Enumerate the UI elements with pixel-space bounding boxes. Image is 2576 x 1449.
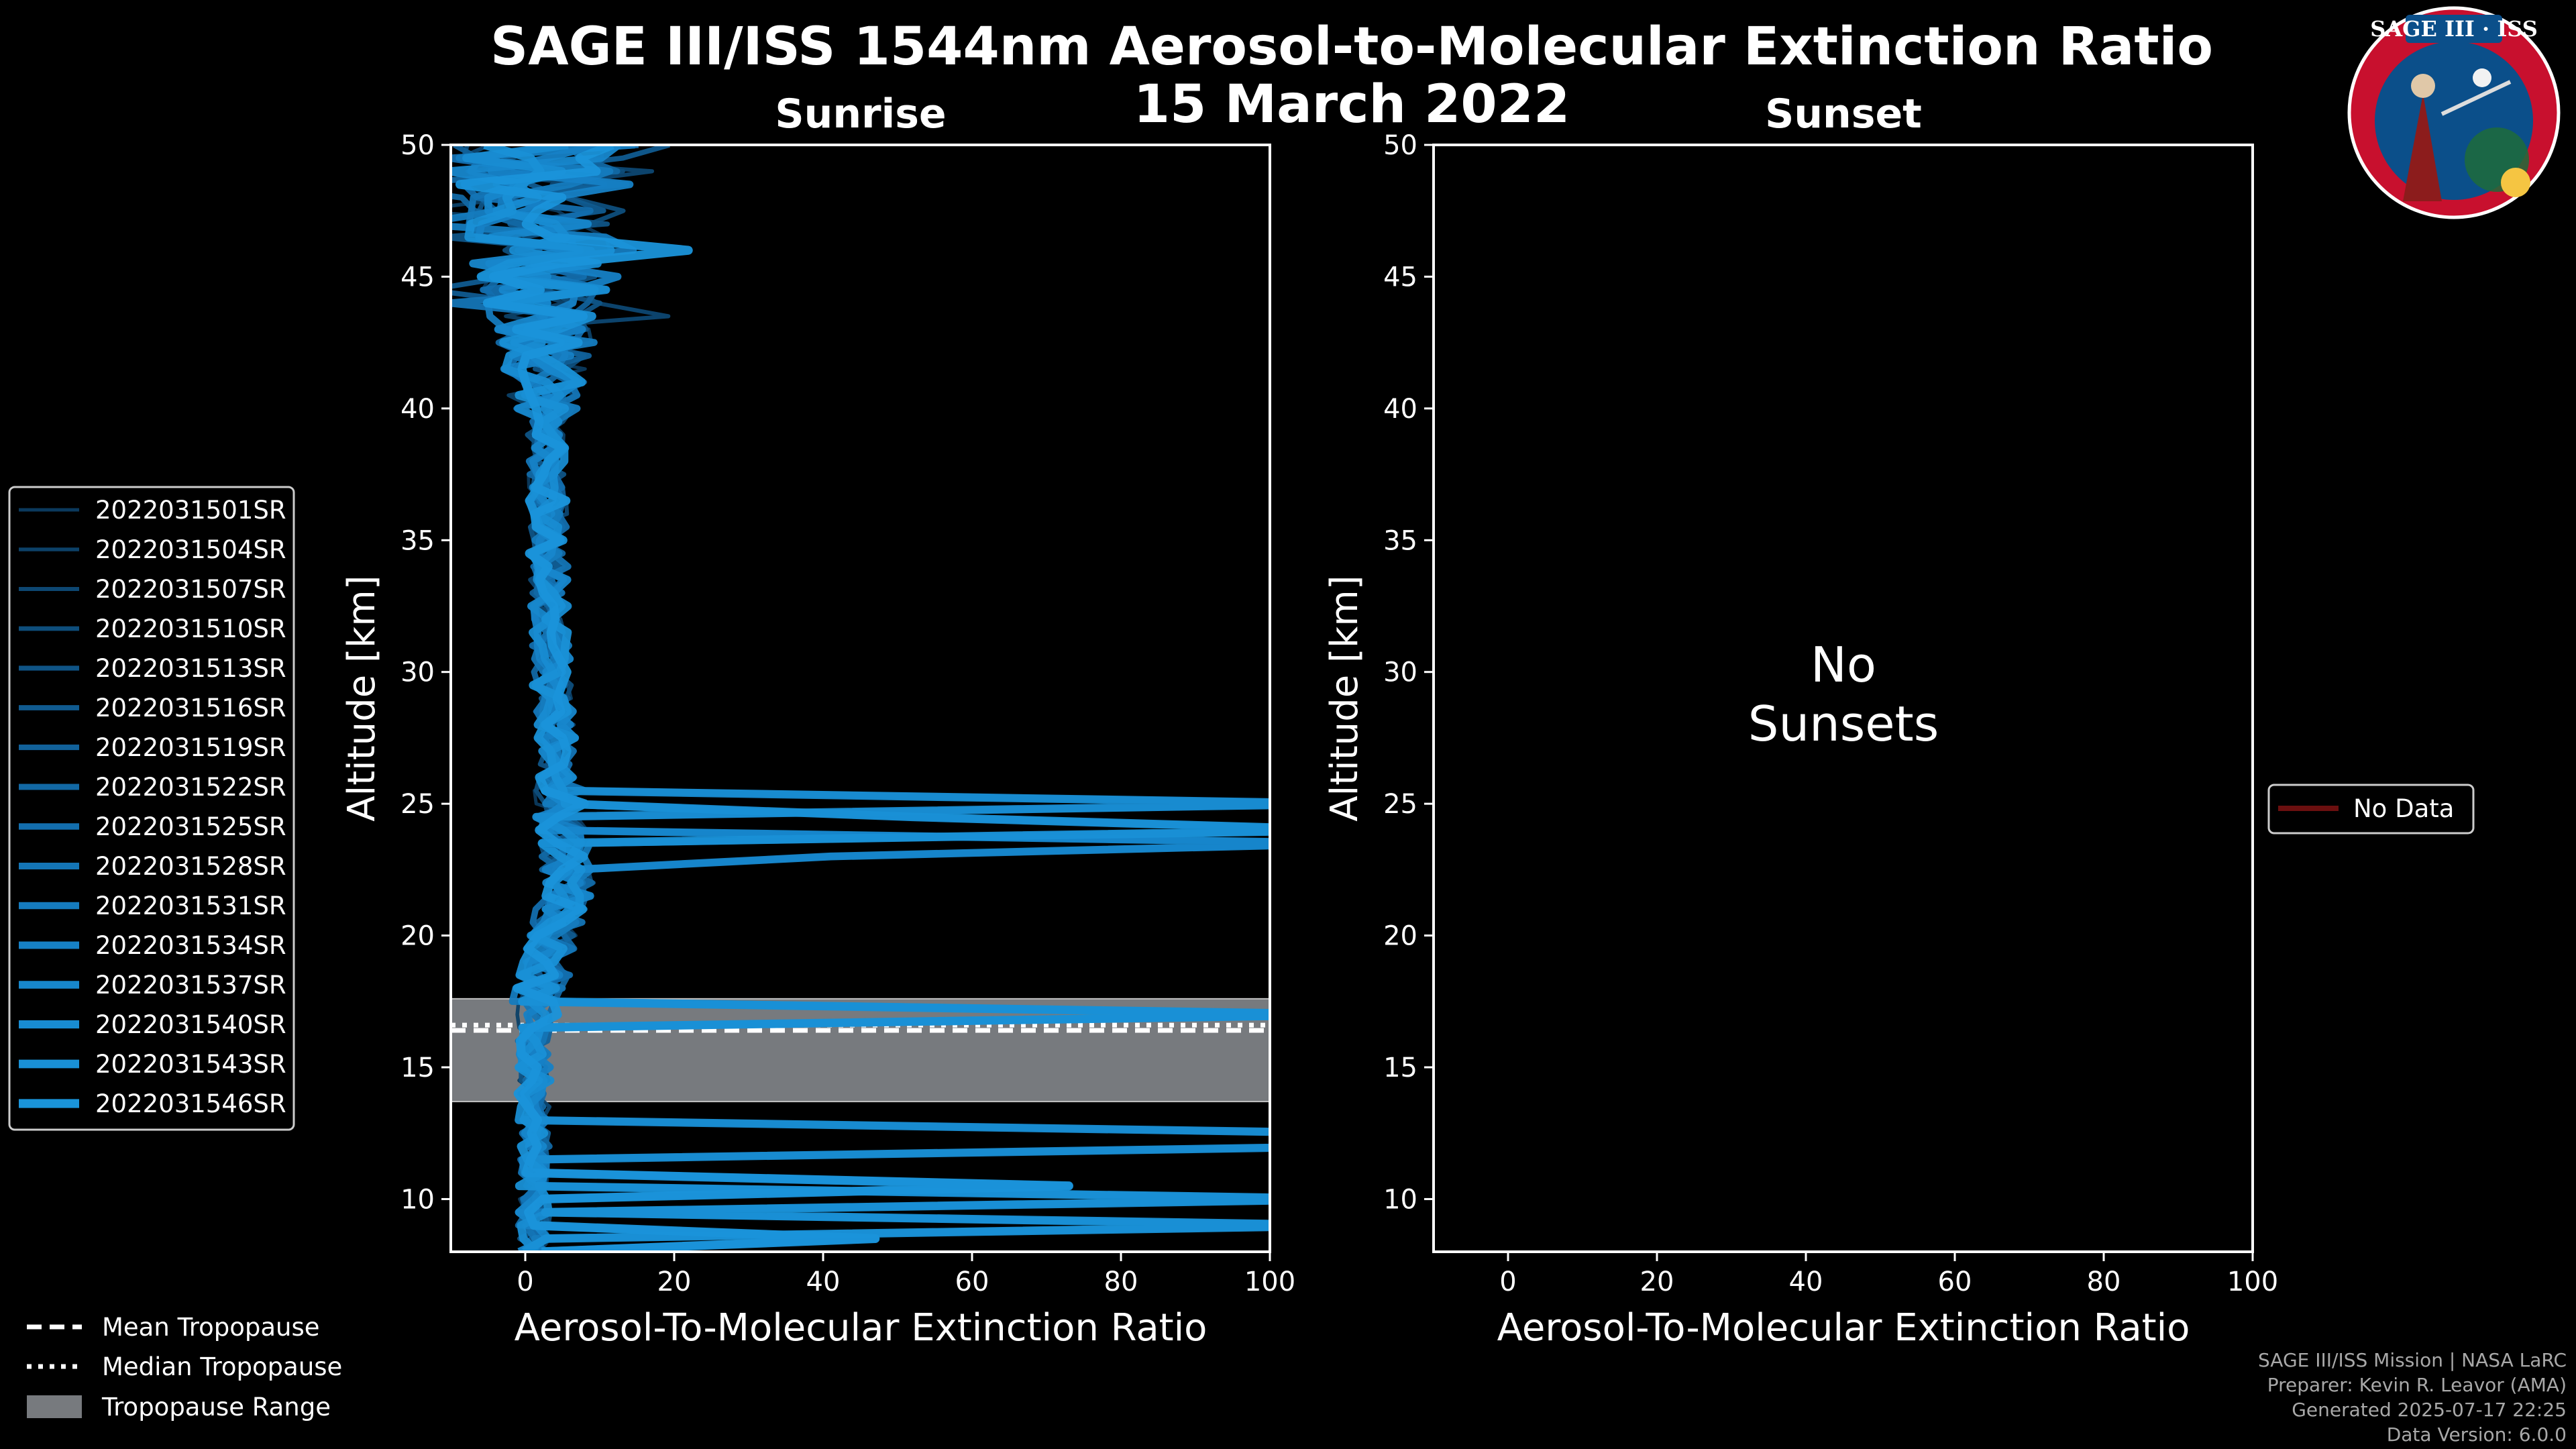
telescope-icon	[2440, 80, 2512, 116]
sunrise-x-tick-label: 40	[806, 1267, 841, 1297]
sunset-x-axis-label: Aerosol-To-Molecular Extinction Ratio	[1497, 1306, 2190, 1350]
logo-title: SAGE III · ISS	[2370, 16, 2538, 42]
astronomer-figure-icon	[2403, 94, 2442, 201]
sunrise-x-tick-label: 80	[1104, 1267, 1138, 1297]
no-data-legend-label: No Data	[2353, 794, 2454, 823]
logo-banner	[2406, 15, 2502, 43]
sunrise-x-axis-label: Aerosol-To-Molecular Extinction Ratio	[515, 1306, 1208, 1350]
median-tropopause-legend-label: Median Tropopause	[102, 1352, 342, 1381]
series-line-2022031543SR	[464, 145, 1270, 1252]
sunrise-series-layer	[451, 145, 1270, 1252]
legend-label-2022031513SR: 2022031513SR	[95, 654, 286, 683]
sunrise-y-tick-label: 50	[400, 130, 435, 161]
legend-label-2022031522SR: 2022031522SR	[95, 773, 286, 802]
sunrise-axes-frame	[449, 144, 1271, 1253]
no-data-legend-frame	[2267, 784, 2475, 835]
figure-title: SAGE III/ISS 1544nm Aerosol-to-Molecular…	[490, 17, 2213, 77]
legend-label-2022031507SR: 2022031507SR	[95, 575, 286, 604]
sunrise-y-tick-label: 10	[400, 1184, 435, 1215]
sunset-y-tick-label: 50	[1383, 130, 1417, 161]
series-line-2022031546SR	[455, 145, 1073, 1252]
footer-mission: SAGE III/ISS Mission | NASA LaRC	[2258, 1349, 2567, 1371]
tropopause-range-legend-label: Tropopause Range	[101, 1393, 331, 1421]
sunset-y-tick-label: 20	[1383, 921, 1417, 952]
legend-label-2022031504SR: 2022031504SR	[95, 535, 286, 564]
sunset-x-tick-label: 100	[2227, 1267, 2278, 1297]
sunrise-y-tick-label: 35	[400, 525, 435, 556]
no-data-legend: No Data	[2267, 784, 2475, 835]
sage-iii-iss-logo: SAGE III · ISS	[2347, 6, 2561, 219]
sun-icon	[2501, 168, 2530, 197]
sunrise-y-tick-label: 20	[400, 921, 435, 952]
sunset-x-tick-label: 60	[1938, 1267, 1972, 1297]
sunset-x-axis: 0 20 40 60 80 100	[1499, 1252, 2278, 1297]
sunrise-y-tick-label: 40	[400, 394, 435, 425]
sunset-panel-title: Sunset	[1765, 91, 1922, 138]
sunrise-y-axis-label: Altitude [km]	[340, 575, 384, 821]
sunset-x-tick-label: 20	[1640, 1267, 1674, 1297]
legend-label-2022031531SR: 2022031531SR	[95, 892, 286, 920]
footer-credits: SAGE III/ISS Mission | NASA LaRC Prepare…	[2258, 1349, 2567, 1446]
legend-label-2022031525SR: 2022031525SR	[95, 812, 286, 841]
footer-preparer: Preparer: Kevin R. Leavor (AMA)	[2267, 1374, 2567, 1396]
sunrise-x-tick-label: 20	[657, 1267, 692, 1297]
sunset-y-tick-label: 30	[1383, 657, 1417, 688]
footer-generated: Generated 2025-07-17 22:25	[2292, 1399, 2567, 1421]
no-sunsets-line1: No	[1811, 637, 1876, 693]
sunset-y-tick-label: 45	[1383, 262, 1417, 292]
legend-label-2022031540SR: 2022031540SR	[95, 1010, 286, 1039]
sunset-axes-frame	[1432, 144, 2254, 1253]
legend-label-2022031546SR: 2022031546SR	[95, 1089, 286, 1118]
sunrise-x-tick-label: 0	[517, 1267, 533, 1297]
legend-label-2022031516SR: 2022031516SR	[95, 694, 286, 722]
sunrise-y-tick-label: 25	[400, 789, 435, 820]
sunset-x-tick-label: 40	[1789, 1267, 1823, 1297]
sunrise-panel-title: Sunrise	[775, 91, 946, 138]
footer-data-version: Data Version: 6.0.0	[2387, 1424, 2567, 1446]
figure-date: 15 March 2022	[1134, 74, 1570, 135]
legend-label-2022031534SR: 2022031534SR	[95, 931, 286, 960]
tropopause-legend: Mean Tropopause Median Tropopause Tropop…	[27, 1313, 342, 1421]
legend-label-2022031537SR: 2022031537SR	[95, 971, 286, 1000]
sunset-y-tick-label: 25	[1383, 789, 1417, 820]
sunset-y-axis-label: Altitude [km]	[1323, 575, 1366, 821]
sunrise-x-tick-label: 100	[1244, 1267, 1295, 1297]
sunrise-x-axis: 0 20 40 60 80 100	[517, 1252, 1295, 1297]
sunset-panel: Sunset 0 20 40 60 80 100 10 15 20 25 30 35 40 45 50 N…	[1323, 91, 2278, 1350]
sunset-y-tick-label: 35	[1383, 525, 1417, 556]
sunset-y-axis: 10 15 20 25 30 35 40 45 50	[1383, 130, 1434, 1215]
legend-label-2022031501SR: 2022031501SR	[95, 496, 286, 525]
legend-label-2022031528SR: 2022031528SR	[95, 852, 286, 881]
series-legend: 2022031501SR 2022031504SR 2022031507SR 2022…	[8, 486, 295, 1131]
sunset-y-tick-label: 15	[1383, 1053, 1417, 1083]
mean-tropopause-legend-label: Mean Tropopause	[102, 1313, 320, 1342]
sunset-x-tick-label: 80	[2087, 1267, 2121, 1297]
series-legend-frame	[8, 486, 295, 1131]
legend-label-2022031519SR: 2022031519SR	[95, 733, 286, 762]
sunset-x-tick-label: 0	[1499, 1267, 1516, 1297]
legend-label-2022031510SR: 2022031510SR	[95, 614, 286, 643]
sunset-y-tick-label: 10	[1383, 1184, 1417, 1215]
sunrise-x-tick-label: 60	[955, 1267, 989, 1297]
sunrise-panel: Sunrise 0 20 40 60 80 100 101520253035404550 …	[340, 91, 1295, 1350]
sunrise-y-axis: 10 15 20 25 30 35 40 45 50	[400, 130, 451, 1215]
no-sunsets-line2: Sunsets	[1748, 696, 1939, 752]
sunrise-y-tick-label: 30	[400, 657, 435, 688]
astronomer-head-icon	[2411, 74, 2435, 98]
tropopause-range-swatch	[27, 1395, 82, 1418]
moon-icon	[2473, 68, 2491, 87]
sunrise-y-tick-label: 15	[400, 1053, 435, 1083]
sunset-y-tick-label: 40	[1383, 394, 1417, 425]
sunrise-y-tick-label: 45	[400, 262, 435, 292]
legend-label-2022031543SR: 2022031543SR	[95, 1050, 286, 1079]
